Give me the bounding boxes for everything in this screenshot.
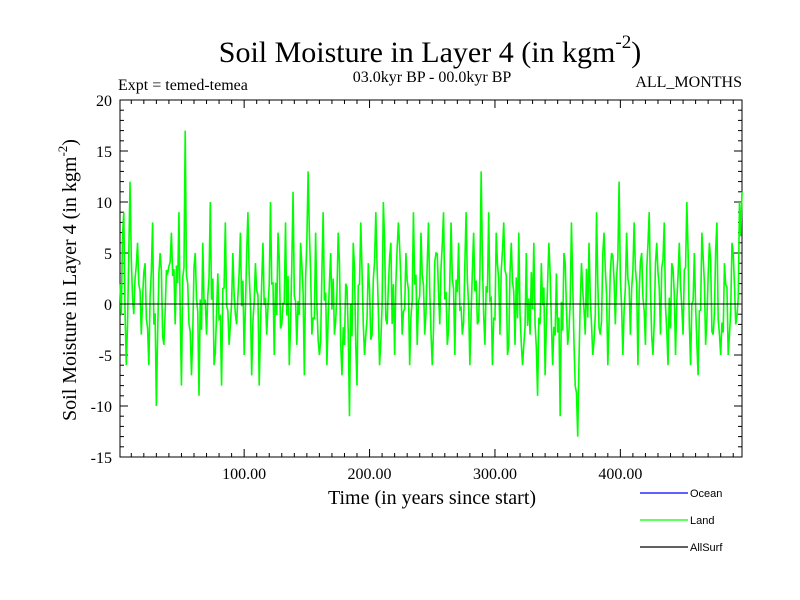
legend-label-ocean: Ocean	[690, 488, 722, 500]
legend-label-land: Land	[690, 515, 714, 527]
series-line-land	[119, 130, 743, 437]
x-axis-label: Time (in years since start)	[328, 487, 536, 509]
y-tick-label: 0	[104, 297, 112, 314]
tick-labels: -15 -10 -5 0 5 10 15 20 100.00 200.00 300.00 400.00	[91, 93, 643, 483]
y-tick-label: 20	[96, 93, 112, 110]
y-tick-label: 5	[104, 246, 112, 263]
legend: Ocean Land AllSurf	[640, 488, 723, 554]
chart-title: Soil Moisture in Layer 4 (in kgm-2)	[219, 32, 641, 69]
y-tick-label: 10	[96, 195, 112, 212]
y-tick-label: -15	[91, 450, 112, 467]
axis-ticks	[120, 99, 742, 458]
y-axis-label: Soil Moisture in Layer 4 (in kgm-2)	[55, 139, 81, 421]
y-tick-label: -5	[99, 348, 112, 365]
period-label: 03.0kyr BP - 00.0kyr BP	[353, 69, 512, 86]
series-group	[119, 130, 743, 437]
x-tick-label: 100.00	[222, 466, 266, 483]
y-tick-label: 15	[96, 144, 112, 161]
experiment-label: Expt = temed-temea	[118, 77, 248, 94]
plot-frame	[119, 99, 743, 458]
x-tick-label: 200.00	[348, 466, 392, 483]
x-tick-label: 400.00	[598, 466, 642, 483]
y-tick-label: -10	[91, 399, 112, 416]
legend-label-allsurf: AllSurf	[690, 542, 723, 554]
months-label: ALL_MONTHS	[635, 74, 742, 91]
x-tick-label: 300.00	[473, 466, 517, 483]
